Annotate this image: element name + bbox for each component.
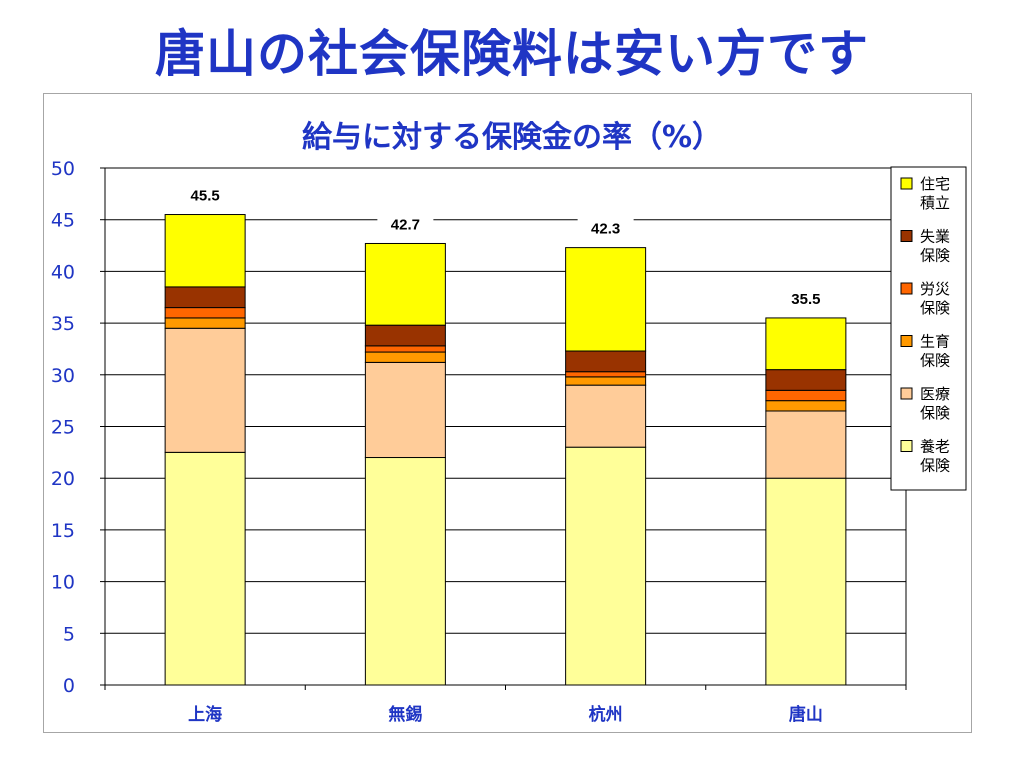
data-label-bg — [377, 214, 434, 235]
bar-segment — [164, 286, 246, 309]
y-tick-label: 5 — [63, 623, 75, 645]
bar-segment — [164, 317, 246, 329]
y-tick-label: 30 — [51, 365, 75, 387]
legend-label: 医療保険 — [920, 385, 950, 422]
bar-segment — [765, 317, 847, 371]
x-tick-label: 杭州 — [589, 704, 623, 725]
bar-segment — [765, 389, 847, 402]
legend-swatch — [900, 282, 913, 295]
data-label: 42.3 — [591, 221, 620, 238]
bar-segment — [565, 376, 647, 386]
legend-swatch — [900, 230, 913, 242]
x-tick-label: 無錫 — [388, 704, 422, 725]
bar-segment — [164, 307, 246, 319]
legend-swatch — [900, 335, 913, 347]
legend-box — [890, 166, 967, 491]
bar-segment — [364, 345, 446, 353]
bar-segment — [164, 214, 246, 288]
bar-segment — [364, 351, 446, 363]
bar-segment — [765, 410, 847, 479]
data-label: 45.5 — [191, 188, 220, 205]
legend-label: 養老保険 — [920, 438, 950, 475]
legend-swatch — [900, 177, 913, 190]
x-tick-label: 唐山 — [789, 704, 823, 725]
bar-segment — [565, 446, 647, 686]
bar-segment — [765, 477, 847, 686]
data-label: 42.7 — [391, 216, 420, 233]
legend-label: 住宅積立 — [920, 175, 950, 212]
y-tick-label: 10 — [51, 572, 75, 594]
bar-segment — [765, 400, 847, 412]
bar-segment — [565, 350, 647, 373]
y-tick-label: 50 — [51, 158, 75, 180]
legend-swatch — [900, 387, 913, 400]
legend-label: 失業保険 — [920, 228, 950, 265]
bar-segment — [765, 369, 847, 391]
data-label-bg — [777, 288, 834, 309]
bar-segment — [164, 327, 246, 453]
y-tick-label: 0 — [63, 675, 75, 697]
data-label-bg — [577, 218, 634, 239]
y-tick-label: 15 — [51, 520, 75, 542]
bar-segment — [164, 451, 246, 686]
data-label: 35.5 — [791, 291, 820, 308]
y-tick-label: 40 — [51, 261, 75, 283]
bar-segment — [565, 247, 647, 352]
bar-segment — [364, 361, 446, 459]
y-tick-label: 20 — [51, 468, 75, 490]
bar-segment — [364, 324, 446, 347]
bar-segment — [364, 242, 446, 326]
legend-swatch — [900, 440, 913, 452]
y-tick-label: 45 — [51, 210, 75, 232]
y-tick-label: 35 — [51, 313, 75, 335]
data-label-bg — [177, 185, 234, 206]
chart-title: 給与に対する保険金の率（%） — [302, 120, 722, 155]
slide-title: 唐山の社会保険料は安い方です — [155, 25, 869, 83]
x-tick-label: 上海 — [188, 704, 222, 725]
legend-label: 生育保険 — [920, 333, 950, 370]
bar-segment — [565, 384, 647, 448]
legend-label: 労災保険 — [920, 280, 950, 317]
bar-segment — [565, 371, 647, 378]
y-tick-label: 25 — [51, 417, 75, 439]
bar-segment — [364, 457, 446, 686]
